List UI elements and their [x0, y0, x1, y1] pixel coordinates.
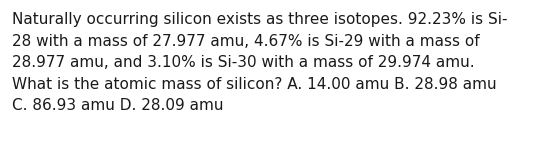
Text: Naturally occurring silicon exists as three isotopes. 92.23% is Si-
28 with a ma: Naturally occurring silicon exists as th… [12, 12, 507, 113]
